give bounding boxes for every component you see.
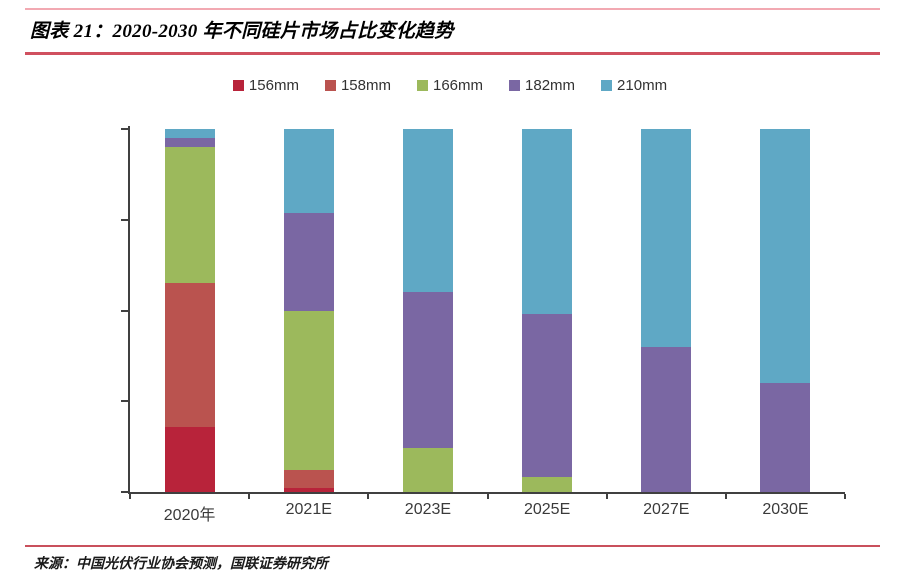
legend-label-182mm: 182mm: [525, 77, 576, 94]
bar-segment-2021E-166mm: [283, 310, 334, 471]
legend-swatch-210mm: [601, 80, 613, 91]
stacked-bar-2027E: [641, 129, 692, 492]
bar-segment-2021E-156mm: [283, 488, 334, 492]
bar-segment-2025E-182mm: [522, 314, 573, 478]
bar-slot-2020年: [130, 129, 249, 492]
bar-segment-2025E-210mm: [522, 129, 573, 315]
x-tick-mark-6: [844, 494, 846, 499]
source-note: 来源：中国光伏行业协会预测，国联证券研究所: [34, 557, 328, 572]
legend-label-210mm: 210mm: [617, 77, 668, 94]
x-tick-label-2025E: 2025E: [523, 501, 571, 518]
stacked-bar-2023E: [402, 129, 453, 492]
legend-swatch-156mm: [232, 80, 244, 91]
stacked-bar-2025E: [522, 129, 573, 492]
bar-segment-2027E-210mm: [641, 129, 692, 347]
bar-segment-2023E-166mm: [402, 448, 453, 492]
y-axis-line: [128, 126, 130, 494]
bar-segment-2020年-182mm: [164, 138, 215, 148]
top-divider-line: [25, 8, 880, 10]
stacked-bar-2021E: [283, 129, 334, 492]
x-tick-mark-3: [486, 494, 489, 499]
legend-swatch-166mm: [416, 80, 428, 91]
bar-segment-2020年-158mm: [164, 283, 215, 427]
legend-swatch-158mm: [324, 80, 336, 91]
bar-slot-2023E: [368, 129, 487, 492]
x-tick-mark-0: [129, 494, 131, 499]
x-tick-mark-1: [248, 494, 251, 499]
x-axis-labels: 2020年 2021E 2023E 2025E 2027E 2030E: [130, 501, 845, 525]
bar-segment-2025E-166mm: [522, 477, 573, 492]
legend: 156mm 158mm 166mm 182mm 210mm: [0, 77, 900, 94]
bar-segment-2021E-158mm: [283, 470, 334, 489]
legend-item-210mm: 210mm: [601, 77, 667, 94]
legend-item-158mm: 158mm: [324, 77, 391, 94]
bar-slots: [130, 129, 845, 492]
bar-segment-2027E-182mm: [641, 346, 692, 492]
x-tick-mark-2: [367, 494, 370, 499]
legend-item-166mm: 166mm: [416, 77, 484, 94]
x-tick-label-2020年: 2020年: [163, 507, 216, 524]
x-tick-label-2030E: 2030E: [762, 501, 809, 518]
x-tick-label-2027E: 2027E: [643, 501, 690, 518]
x-tick-label-2021E: 2021E: [285, 501, 332, 518]
legend-item-156mm: 156mm: [232, 77, 299, 94]
bar-slot-2025E: [488, 129, 607, 492]
stacked-bar-2030E: [760, 129, 811, 492]
bar-slot-2021E: [249, 129, 368, 492]
bar-segment-2020年-166mm: [164, 147, 215, 284]
bar-segment-2030E-210mm: [760, 129, 811, 384]
stacked-bar-chart: 2020年 2021E 2023E 2025E 2027E 2030E: [121, 126, 846, 524]
bar-segment-2020年-156mm: [164, 426, 215, 492]
bar-slot-2027E: [607, 129, 726, 492]
title-divider-line: [25, 52, 880, 55]
stacked-bar-2020年: [164, 129, 215, 492]
legend-swatch-182mm: [509, 80, 521, 91]
bar-segment-2021E-210mm: [283, 129, 334, 213]
legend-label-158mm: 158mm: [340, 77, 391, 94]
y-tick-mark-50: [121, 309, 128, 312]
y-tick-mark-100: [121, 128, 128, 130]
x-tick-mark-5: [724, 494, 727, 499]
x-axis-line: [128, 492, 845, 494]
bar-slot-2030E: [726, 129, 845, 492]
bar-segment-2020年-210mm: [164, 129, 215, 139]
source-divider-line: [25, 545, 880, 547]
legend-label-166mm: 166mm: [432, 77, 484, 94]
bar-segment-2021E-182mm: [283, 212, 334, 311]
x-tick-label-2023E: 2023E: [404, 501, 452, 518]
x-tick-mark-4: [605, 494, 608, 499]
bar-segment-2030E-182mm: [760, 383, 811, 492]
legend-label-156mm: 156mm: [248, 77, 299, 94]
y-tick-mark-75: [121, 218, 128, 221]
y-tick-mark-0: [121, 491, 128, 493]
figure-title: 图表 21：2020-2030 年不同硅片市场占比变化趋势: [30, 21, 454, 42]
y-tick-mark-25: [121, 400, 128, 403]
bar-segment-2023E-210mm: [402, 129, 453, 293]
legend-item-182mm: 182mm: [509, 77, 575, 94]
bar-segment-2023E-182mm: [402, 292, 453, 449]
